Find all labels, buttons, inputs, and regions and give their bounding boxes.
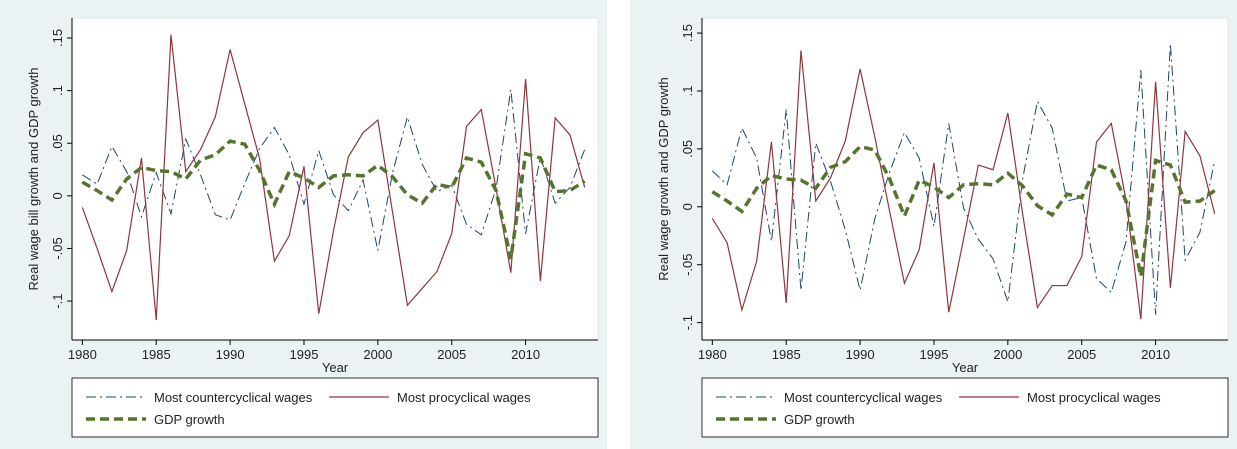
y-tick-label: .05 bbox=[680, 140, 695, 158]
series-line bbox=[711, 50, 1216, 320]
y-tick-label: -.1 bbox=[50, 293, 65, 308]
legend-label: Most procyclical wages bbox=[1027, 390, 1161, 405]
legend-label: Most countercyclical wages bbox=[784, 390, 943, 405]
x-tick-label: 1990 bbox=[216, 347, 245, 362]
x-tick-label: 1995 bbox=[290, 347, 319, 362]
legend-label: Most countercyclical wages bbox=[154, 390, 313, 405]
y-tick-label: 0 bbox=[680, 203, 695, 210]
x-tick-label: 1980 bbox=[698, 347, 727, 362]
legend-box bbox=[71, 377, 599, 438]
x-tick-label: 2005 bbox=[1067, 347, 1096, 362]
x-tick-label: 2010 bbox=[511, 347, 540, 362]
series-line bbox=[82, 89, 586, 251]
x-tick-label: 2005 bbox=[437, 347, 466, 362]
series-line bbox=[711, 144, 1216, 277]
x-tick-label: 1995 bbox=[920, 347, 949, 362]
series-line bbox=[81, 139, 586, 260]
x-tick-label: 1980 bbox=[68, 347, 97, 362]
x-tick-label: 1985 bbox=[772, 347, 801, 362]
x-tick-label: 2000 bbox=[993, 347, 1022, 362]
plot-area bbox=[71, 17, 599, 341]
x-axis-label: Year bbox=[322, 360, 349, 375]
y-tick-label: -.1 bbox=[680, 315, 695, 330]
x-tick-label: 1985 bbox=[142, 347, 171, 362]
y-tick-label: 0 bbox=[50, 192, 65, 199]
y-tick-label: .15 bbox=[680, 24, 695, 42]
x-tick-label: 1990 bbox=[846, 347, 875, 362]
y-tick-label: .15 bbox=[50, 29, 65, 47]
legend-label: GDP growth bbox=[784, 412, 855, 427]
y-tick-label: .05 bbox=[50, 134, 65, 152]
legend-label: Most procyclical wages bbox=[397, 390, 531, 405]
y-axis-label: Real wage bill growth and GDP growth bbox=[26, 67, 41, 290]
y-tick-label: .1 bbox=[680, 86, 695, 97]
x-tick-label: 2010 bbox=[1141, 347, 1170, 362]
y-tick-label: -.05 bbox=[680, 254, 695, 276]
x-axis-label: Year bbox=[952, 360, 979, 375]
chart-panel: -.1 -.05 0 .05 .1 .15 1980 1985 1990 1995 2000 2005… bbox=[630, 0, 1237, 449]
legend-box bbox=[701, 377, 1229, 438]
x-tick-label: 2000 bbox=[363, 347, 392, 362]
y-axis-label: Real wage growth and GDP growth bbox=[656, 77, 671, 281]
y-tick-label: .1 bbox=[50, 85, 65, 96]
y-tick-label: -.05 bbox=[50, 237, 65, 259]
series-line bbox=[711, 43, 1216, 315]
legend-label: GDP growth bbox=[154, 412, 225, 427]
chart-panel: -.1 -.05 0 .05 .1 .15 1980 1985 1990 1995 2000 2005… bbox=[0, 0, 607, 449]
